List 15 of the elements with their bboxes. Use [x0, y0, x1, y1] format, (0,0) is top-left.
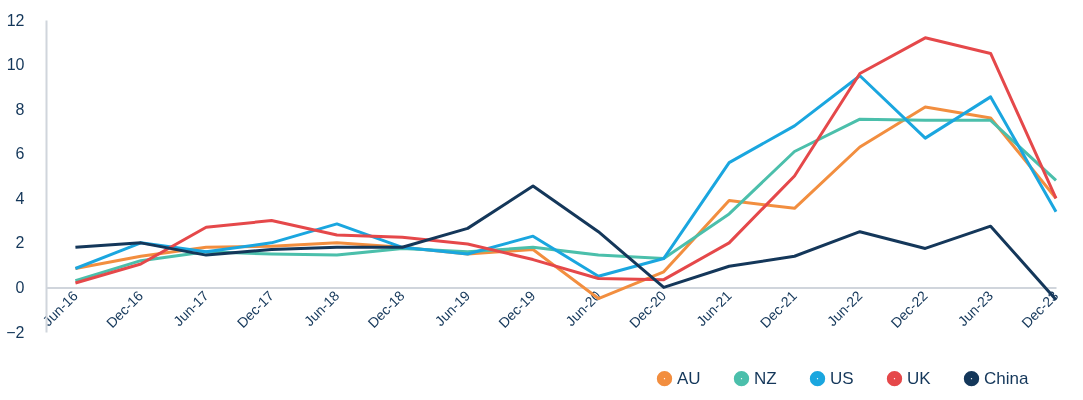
line-series [73, 74, 1058, 278]
y-tick-label: 6 [15, 145, 25, 163]
legend-label: AU [677, 368, 701, 388]
line-series [73, 36, 1058, 285]
y-tick-label: 12 [6, 11, 25, 29]
y-tick-label: 0 [15, 278, 25, 296]
y-tick-label: 4 [15, 189, 25, 207]
y-tick-label: 2 [15, 234, 25, 252]
legend-label: China [984, 368, 1029, 388]
y-tick-label: 8 [15, 100, 25, 118]
legend-label: UK [907, 368, 932, 388]
legend-label: US [830, 368, 854, 388]
legend-label: NZ [754, 368, 777, 388]
y-tick-label: 10 [6, 56, 25, 74]
y-tick-label: −2 [6, 323, 25, 341]
